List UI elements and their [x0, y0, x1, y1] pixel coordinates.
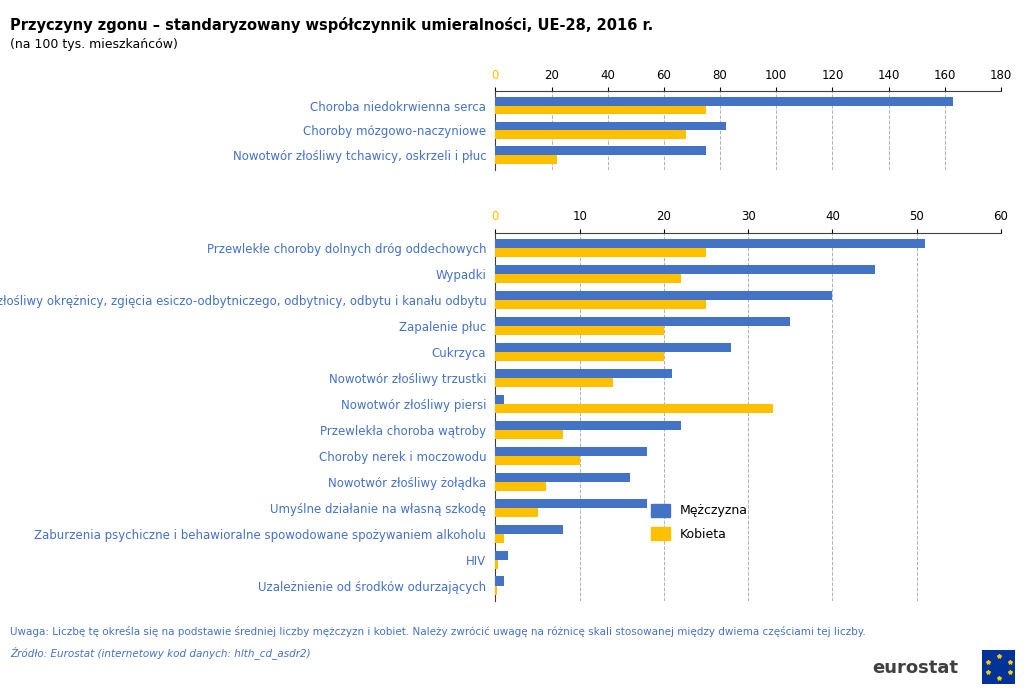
Bar [495, 395, 504, 404]
Bar [495, 577, 504, 586]
Text: eurostat: eurostat [872, 658, 958, 677]
Bar [495, 482, 546, 491]
Bar [495, 326, 664, 335]
Bar [495, 131, 686, 139]
Bar [495, 248, 706, 257]
Bar [495, 551, 508, 560]
Bar [495, 274, 681, 283]
Bar [495, 106, 706, 115]
Bar [495, 507, 538, 517]
Bar [495, 265, 875, 274]
Bar [495, 300, 706, 309]
Bar [495, 122, 725, 131]
Bar [495, 97, 954, 106]
Text: (na 100 tys. mieszkańców): (na 100 tys. mieszkańców) [10, 38, 179, 52]
Bar [495, 533, 504, 542]
Bar [495, 352, 664, 361]
Bar [495, 524, 562, 533]
Bar [495, 586, 497, 595]
Bar [495, 404, 774, 413]
Bar [495, 421, 681, 430]
Bar [495, 456, 580, 465]
Bar [495, 343, 732, 352]
Bar [495, 291, 833, 300]
Bar [495, 378, 613, 387]
Bar [495, 447, 647, 456]
Bar [495, 560, 497, 569]
Bar [495, 498, 647, 507]
Bar [495, 155, 557, 164]
Text: Uwaga: Liczbę tę określa się na podstawie średniej liczby mężczyzn i kobiet. Nal: Uwaga: Liczbę tę określa się na podstawi… [10, 626, 866, 637]
Text: Źródło: Eurostat (internetowy kod danych: hlth_cd_asdr2): Źródło: Eurostat (internetowy kod danych… [10, 647, 311, 659]
Bar [495, 317, 791, 326]
Text: Przyczyny zgonu – standaryzowany współczynnik umieralności, UE-28, 2016 r.: Przyczyny zgonu – standaryzowany współcz… [10, 17, 653, 34]
Bar [495, 369, 673, 378]
Bar [495, 473, 631, 482]
Bar [495, 146, 706, 155]
Bar [495, 430, 562, 439]
Legend: Mężczyzna, Kobieta: Mężczyzna, Kobieta [646, 498, 752, 546]
Bar [495, 239, 925, 248]
